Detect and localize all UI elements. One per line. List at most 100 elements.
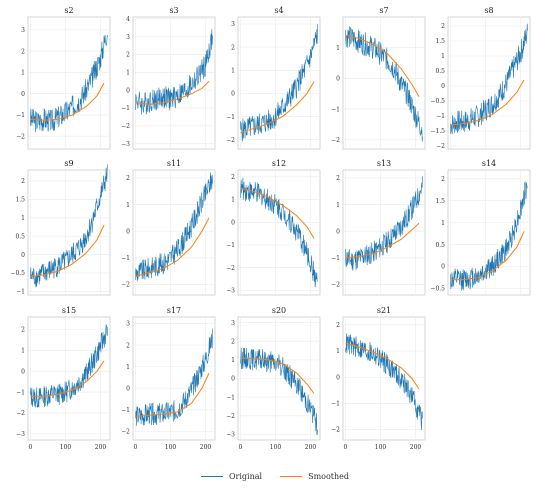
panel-s14: −0.5 0 0.5 1 1.5 2 s14 — [430, 159, 531, 296]
legend: Original Smoothed — [0, 468, 550, 484]
panel-s15: −3 −2 −1 0 1 2 0 100 200 s15 — [16, 306, 111, 451]
panel-frame — [237, 16, 321, 150]
series-original-line — [135, 172, 213, 282]
panel-s9: −1 −0.5 0 0.5 1 1.5 2 s9 — [10, 159, 111, 296]
series-original-line — [135, 29, 213, 115]
series-smoothed-line — [450, 231, 525, 281]
panel-frame — [27, 16, 111, 150]
y-tick-label: 2 — [441, 176, 445, 183]
y-tick-label: −2 — [226, 265, 235, 272]
y-tick-label: −1 — [16, 112, 25, 119]
y-tick-label: 1 — [441, 53, 445, 60]
panel-frame — [447, 16, 531, 150]
y-tick-label: 2 — [336, 175, 340, 182]
panel-title: s8 — [484, 6, 493, 15]
y-tick-label: 2 — [231, 174, 235, 181]
panel-title: s3 — [169, 6, 178, 15]
series-smoothed-line — [240, 187, 315, 239]
y-tick-label: 0 — [126, 87, 130, 94]
panel-title: s4 — [274, 6, 283, 15]
series-smoothed-line — [345, 34, 420, 98]
y-tick-label: −3 — [226, 432, 235, 439]
x-tick-label: 0 — [239, 444, 243, 451]
legend-swatch-original — [200, 475, 223, 477]
y-tick-label: 2 — [336, 322, 340, 329]
series-smoothed-line — [30, 360, 105, 397]
y-tick-label: −1 — [331, 255, 340, 262]
x-tick-label: 0 — [29, 444, 33, 451]
y-tick-label: 3 — [21, 27, 25, 34]
y-tick-label: 2 — [231, 44, 235, 51]
y-tick-label: 3 — [231, 21, 235, 28]
series-original-line — [30, 323, 108, 408]
y-tick-label: 0 — [231, 219, 235, 226]
x-tick-label: 200 — [305, 444, 317, 451]
panel-title: s13 — [377, 159, 391, 168]
y-tick-label: 2 — [21, 327, 25, 334]
y-tick-label: −1 — [331, 401, 340, 408]
panel-s13: −2 −1 0 1 2 s13 — [331, 159, 426, 296]
y-tick-label: −1 — [121, 255, 130, 262]
y-tick-label: −1 — [121, 105, 130, 112]
y-tick-label: 2 — [126, 175, 130, 182]
y-tick-label: 0 — [21, 252, 25, 259]
x-tick-label: 100 — [270, 444, 282, 451]
legend-swatch-smoothed — [280, 475, 303, 477]
y-tick-label: −3 — [226, 288, 235, 295]
y-tick-label: 1 — [21, 70, 25, 77]
y-tick-label: −3 — [16, 431, 25, 438]
panel-s7: −2 −1 0 1 s7 — [331, 6, 426, 150]
y-tick-label: 1 — [231, 197, 235, 204]
y-tick-label: 0 — [231, 91, 235, 98]
y-tick-label: −1.5 — [430, 128, 445, 135]
panel-frame — [342, 169, 426, 296]
y-tick-label: 1 — [126, 69, 130, 76]
y-tick-label: −1 — [226, 394, 235, 401]
x-tick-label: 100 — [375, 444, 387, 451]
panel-title: s17 — [167, 306, 181, 315]
y-tick-label: −1 — [226, 242, 235, 249]
panel-frame — [27, 316, 111, 441]
x-tick-label: 200 — [95, 444, 107, 451]
y-tick-label: 1 — [231, 67, 235, 74]
panel-title: s20 — [272, 306, 286, 315]
y-tick-label: −0.5 — [430, 286, 445, 293]
y-tick-label: −1 — [16, 389, 25, 396]
y-tick-label: 0 — [21, 368, 25, 375]
y-tick-label: −3 — [121, 141, 130, 148]
series-smoothed-line — [240, 81, 315, 134]
y-tick-label: 2 — [231, 338, 235, 345]
y-tick-label: 0.5 — [435, 242, 445, 249]
series-original-line — [450, 181, 528, 291]
y-tick-label: −2 — [121, 123, 130, 130]
y-tick-label: 2 — [126, 342, 130, 349]
panel-s21: −2 −1 0 1 2 0 100 200 s21 — [331, 306, 426, 451]
y-tick-label: 1.5 — [435, 198, 445, 205]
panel-title: s9 — [64, 159, 73, 168]
y-tick-label: 0 — [21, 91, 25, 98]
panel-frame — [342, 316, 426, 441]
chart-grid: −2 −1 0 1 2 3 s2 −3 −2 −1 0 1 2 3 4 s3 −2 −1 0 1 2 3 s4 −2 −1 0 1 s… — [10, 6, 531, 451]
series-original-line — [345, 176, 423, 271]
panel-s2: −2 −1 0 1 2 3 s2 — [16, 6, 111, 150]
panel-title: s11 — [167, 159, 181, 168]
y-tick-label: 1 — [441, 220, 445, 227]
panel-s4: −2 −1 0 1 2 3 s4 — [226, 6, 321, 150]
panel-frame — [447, 169, 531, 296]
y-tick-label: 2 — [21, 48, 25, 55]
panel-s20: −3 −2 −1 0 1 2 3 0 100 200 s20 — [226, 306, 321, 451]
y-tick-label: −2 — [331, 427, 340, 434]
panel-title: s2 — [64, 6, 73, 15]
y-tick-label: −1 — [436, 113, 445, 120]
y-tick-label: 0 — [336, 76, 340, 83]
x-tick-label: 200 — [200, 444, 212, 451]
y-tick-label: 1 — [21, 348, 25, 355]
x-tick-label: 200 — [410, 444, 422, 451]
x-tick-label: 100 — [60, 444, 72, 451]
y-tick-label: 1 — [126, 202, 130, 209]
series-smoothed-line — [30, 224, 105, 278]
y-tick-label: 1 — [21, 215, 25, 222]
y-tick-label: 0 — [336, 228, 340, 235]
panel-s12: −3 −2 −1 0 1 2 s12 — [226, 159, 321, 296]
y-tick-label: −0.5 — [10, 270, 25, 277]
